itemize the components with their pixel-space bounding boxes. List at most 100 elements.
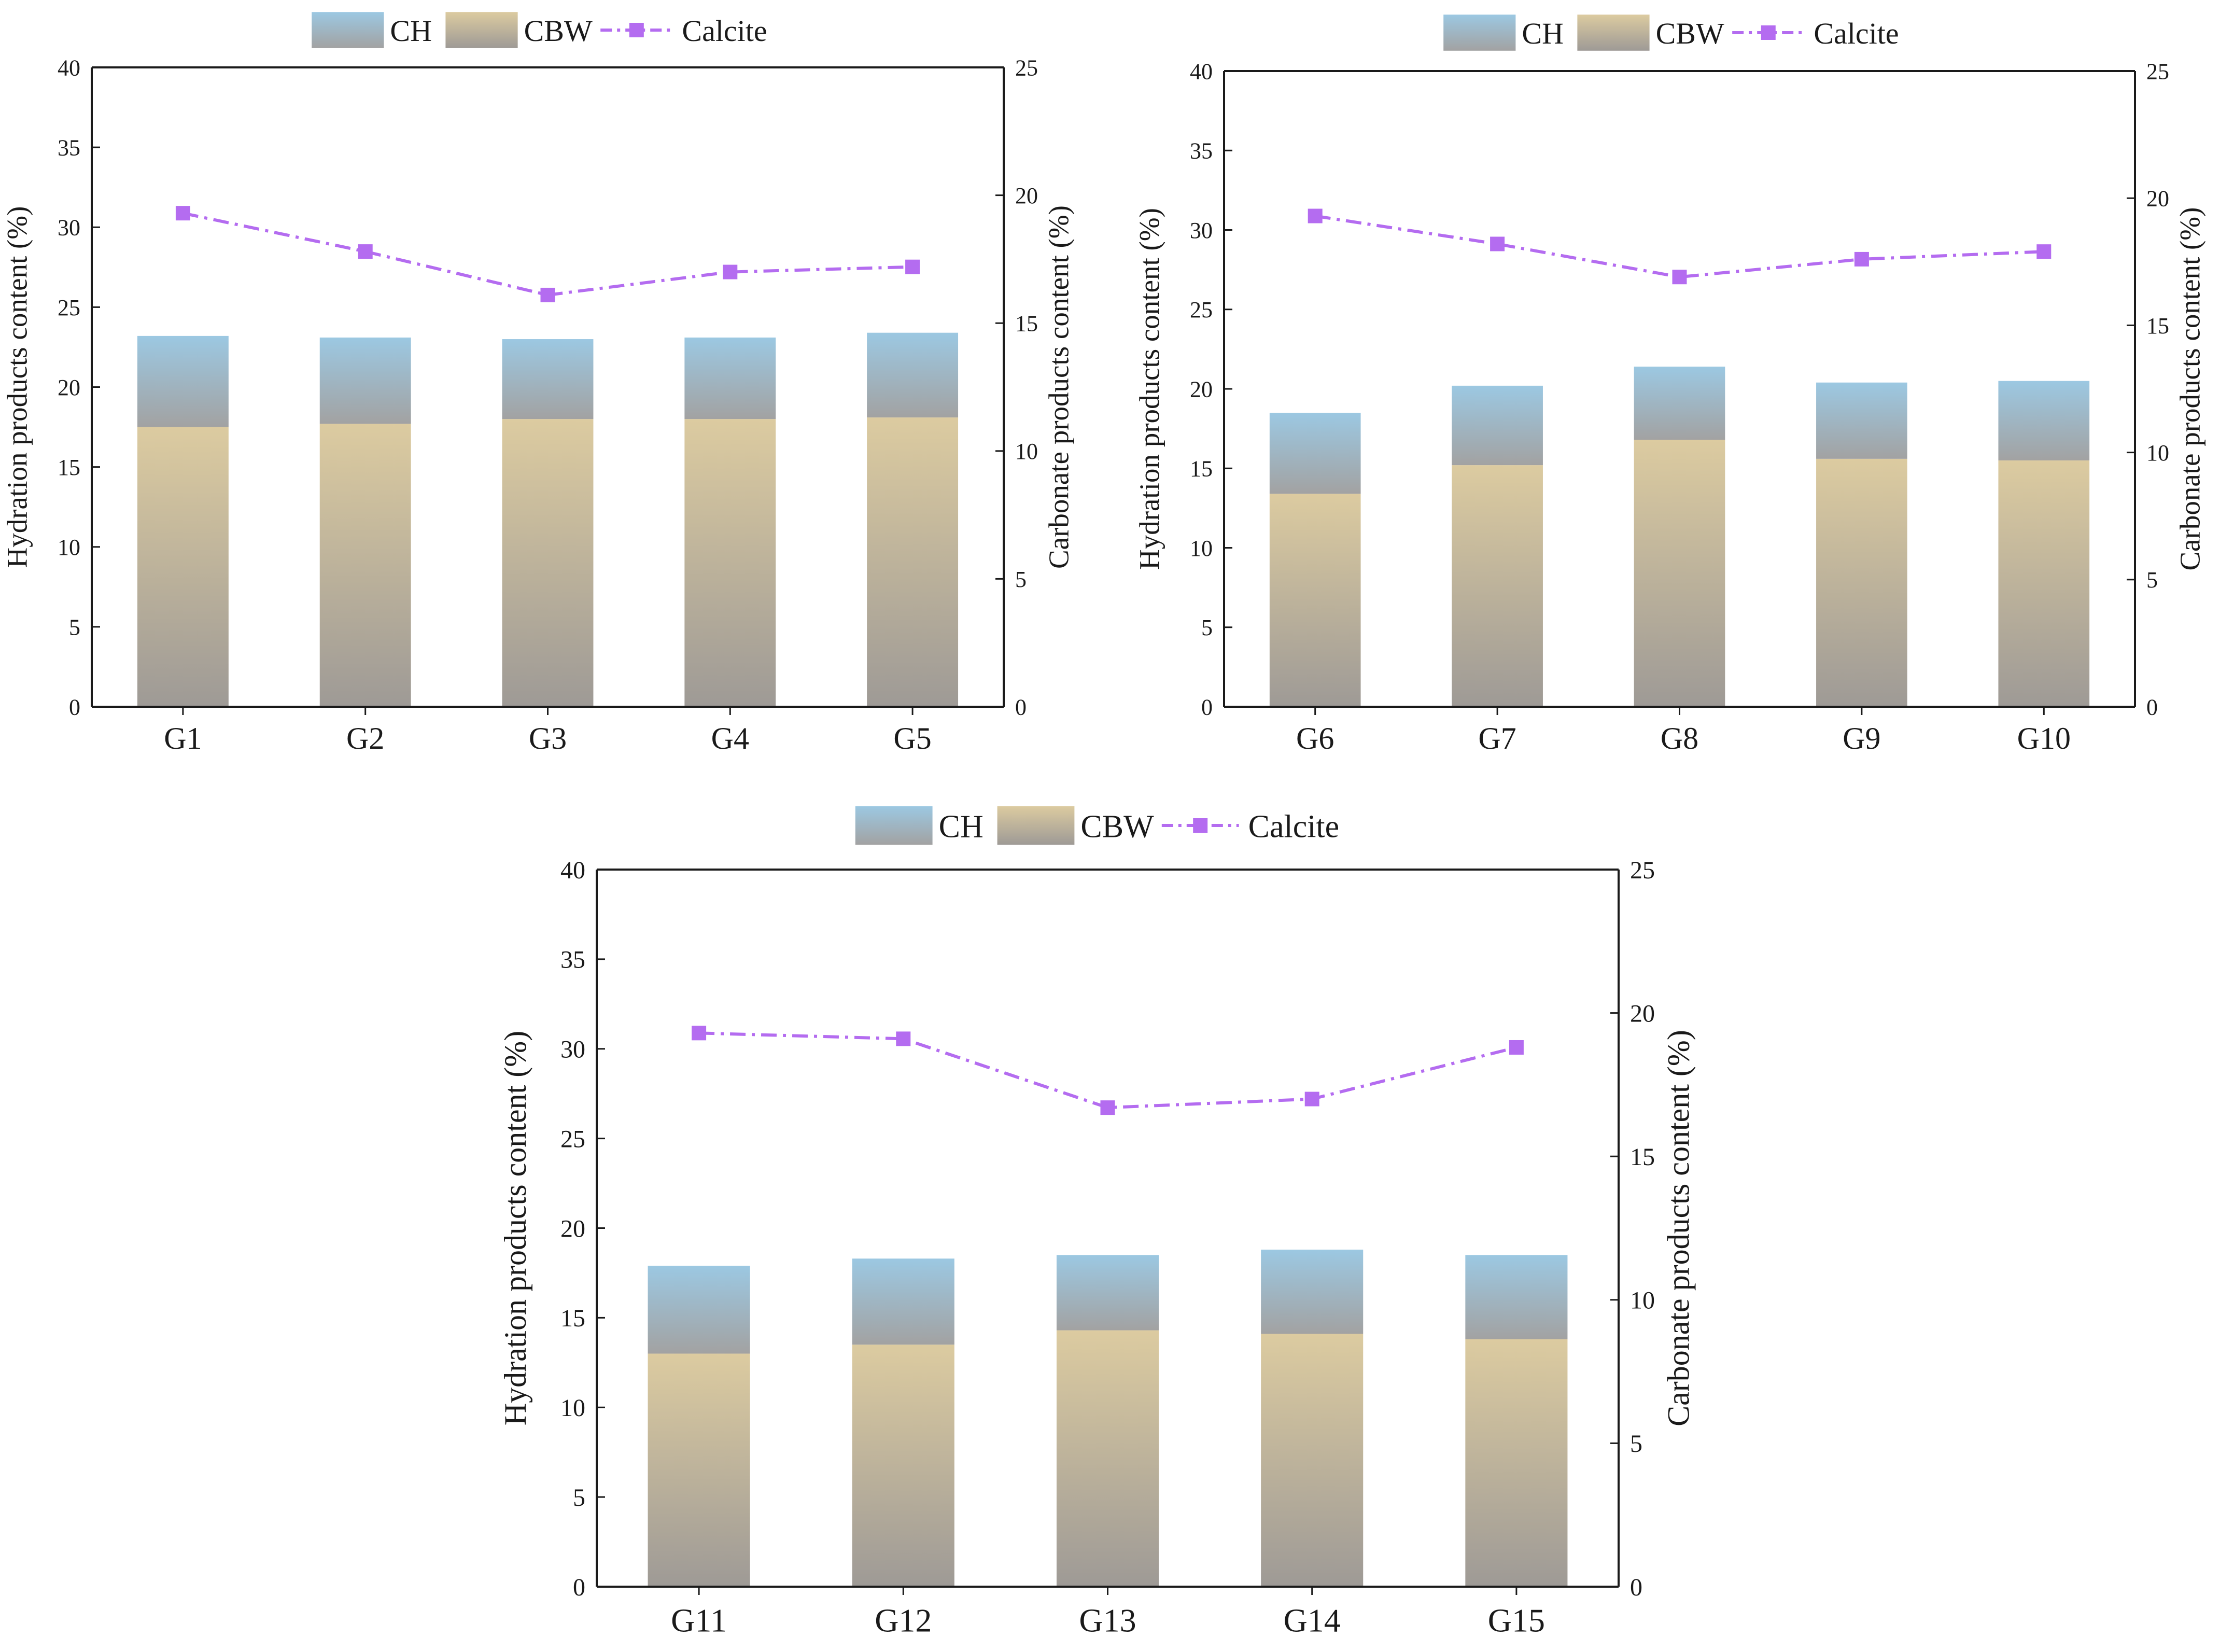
cbw-bar xyxy=(1998,460,2090,707)
right-tick-label: 10 xyxy=(1630,1287,1655,1314)
ch-bar xyxy=(137,335,229,427)
x-tick-label: G10 xyxy=(2017,721,2071,755)
right-tick-label: 15 xyxy=(1630,1143,1655,1171)
left-tick-label: 35 xyxy=(58,135,80,161)
cbw-bar xyxy=(1452,465,1543,707)
calcite-marker xyxy=(1509,1040,1524,1055)
x-tick-label: G8 xyxy=(1661,721,1698,755)
ch-bar xyxy=(1465,1255,1568,1339)
legend-marker-calcite xyxy=(1193,818,1208,833)
calcite-marker xyxy=(905,259,920,274)
right-tick-label: 0 xyxy=(1630,1574,1642,1601)
ch-bar xyxy=(684,337,776,419)
cbw-bar xyxy=(1269,494,1361,707)
left-tick-label: 35 xyxy=(1190,138,1213,164)
left-tick-label: 10 xyxy=(560,1394,585,1422)
x-tick-label: G1 xyxy=(164,721,202,755)
cbw-bar xyxy=(684,419,776,707)
left-tick-label: 0 xyxy=(69,694,80,720)
calcite-marker xyxy=(175,206,190,221)
right-tick-label: 5 xyxy=(1015,567,1027,592)
ch-bar xyxy=(1452,385,1543,466)
calcite-marker xyxy=(1304,1091,1319,1107)
left-tick-label: 15 xyxy=(1190,456,1213,482)
chart-panel-1: 0 5 10 15 20 25 30 35 40 0 5 10 15 20 25 G1 G2 G3 G4 G5 Hydr… xyxy=(2,12,1074,755)
right-tick-label: 15 xyxy=(2146,313,2169,339)
right-tick-label: 25 xyxy=(2146,59,2169,84)
ch-bar xyxy=(867,332,959,418)
cbw-bar xyxy=(1816,458,1907,707)
y-axis-title: Hydration products content (%) xyxy=(2,206,33,568)
y-axis-title: Hydration products content (%) xyxy=(1134,208,1165,570)
left-tick-label: 40 xyxy=(1190,59,1213,84)
cbw-bar xyxy=(852,1345,954,1587)
x-tick-label: G11 xyxy=(671,1602,727,1639)
right-tick-label: 25 xyxy=(1015,55,1038,80)
x-tick-label: G3 xyxy=(529,721,567,755)
chart-panel-2: 0 5 10 15 20 25 30 35 40 0 5 10 15 20 25 G6 G7 G8 G9 G10 Hyd… xyxy=(1134,15,2205,755)
left-tick-label: 30 xyxy=(1190,218,1213,243)
calcite-marker xyxy=(692,1026,707,1041)
y2-axis-title: Carbonate products content (%) xyxy=(1043,205,1074,569)
ch-bar xyxy=(852,1258,954,1345)
left-tick-label: 30 xyxy=(560,1036,585,1063)
legend-swatch-cbw xyxy=(997,806,1075,845)
left-tick-label: 25 xyxy=(560,1125,585,1153)
calcite-marker xyxy=(1672,270,1687,285)
right-tick-label: 20 xyxy=(2146,186,2169,212)
legend-swatch-ch xyxy=(312,12,384,48)
calcite-marker xyxy=(358,244,373,259)
ch-bar xyxy=(502,339,594,419)
cbw-bar xyxy=(319,424,411,707)
legend-label-calcite: Calcite xyxy=(1814,17,1899,50)
legend-swatch-ch xyxy=(1443,15,1516,51)
right-tick-label: 0 xyxy=(1015,694,1027,720)
cbw-bar xyxy=(648,1353,750,1587)
ch-bar xyxy=(1269,412,1361,494)
left-tick-label: 5 xyxy=(1201,615,1213,640)
cbw-bar xyxy=(1261,1334,1364,1587)
legend-label-cbw: CBW xyxy=(1080,809,1154,844)
left-tick-label: 5 xyxy=(69,614,80,640)
left-tick-label: 0 xyxy=(1201,694,1213,720)
left-tick-label: 10 xyxy=(58,535,80,560)
ch-bar xyxy=(1998,381,2090,460)
legend-label-calcite: Calcite xyxy=(682,14,767,48)
right-tick-label: 10 xyxy=(1015,439,1038,464)
legend-swatch-cbw xyxy=(1577,15,1650,51)
left-tick-label: 40 xyxy=(58,55,80,80)
calcite-line xyxy=(1315,214,2044,279)
right-tick-label: 5 xyxy=(2146,567,2158,593)
legend-swatch-ch xyxy=(855,806,933,845)
left-tick-label: 40 xyxy=(560,857,585,884)
ch-bar xyxy=(1261,1249,1364,1334)
left-tick-label: 20 xyxy=(1190,376,1213,402)
cbw-bar xyxy=(1465,1339,1568,1587)
x-tick-label: G2 xyxy=(346,721,384,755)
x-tick-label: G14 xyxy=(1284,1602,1341,1639)
calcite-marker xyxy=(1100,1100,1115,1115)
cbw-bar xyxy=(137,427,229,707)
left-tick-label: 35 xyxy=(560,946,585,974)
calcite-line xyxy=(699,1031,1517,1110)
ch-bar xyxy=(648,1266,750,1354)
y2-axis-title: Carbonate products content (%) xyxy=(2174,207,2205,570)
x-tick-label: G6 xyxy=(1296,721,1334,755)
right-tick-label: 10 xyxy=(2146,440,2169,466)
calcite-marker xyxy=(896,1031,911,1046)
cbw-bar xyxy=(1056,1330,1159,1587)
calcite-marker xyxy=(2036,244,2052,259)
calcite-marker xyxy=(1854,251,1869,267)
legend: CH CBW Calcite xyxy=(312,12,767,48)
calcite-marker xyxy=(1308,208,1323,223)
legend-marker-calcite xyxy=(1761,25,1776,40)
legend-label-ch: CH xyxy=(939,809,983,844)
left-tick-label: 5 xyxy=(573,1484,585,1511)
legend-swatch-cbw xyxy=(445,12,518,48)
left-tick-label: 20 xyxy=(58,375,80,400)
ch-bar xyxy=(1634,367,1725,440)
left-tick-label: 25 xyxy=(1190,297,1213,323)
left-tick-label: 20 xyxy=(560,1215,585,1242)
